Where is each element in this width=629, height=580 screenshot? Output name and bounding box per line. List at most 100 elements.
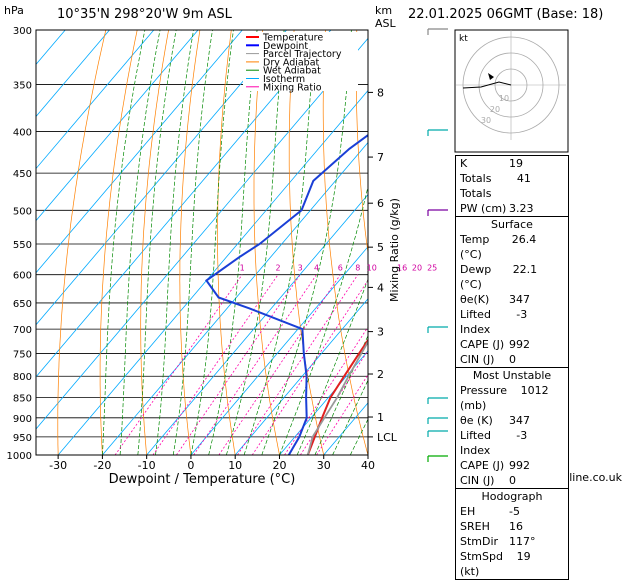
most-unstable-label: Pressure (mb) — [460, 384, 507, 412]
surface-row: Dewp (°C) 22.1 — [456, 262, 568, 292]
dry-adiabat — [322, 30, 368, 455]
isotherm — [36, 30, 332, 378]
index-value: 41 — [516, 172, 531, 185]
legend-item: Dewpoint — [263, 41, 308, 52]
mixing-ratio-label: 16 — [397, 264, 407, 273]
index-row: Totals Totals 41 — [456, 171, 568, 201]
surface-label: Dewp (°C) — [460, 263, 492, 291]
x-tick-label: 10 — [228, 459, 242, 472]
background-lines — [36, 30, 629, 455]
index-row: PW (cm) 3.23 — [456, 201, 568, 216]
surface-row: Lifted Index -3 — [456, 307, 568, 337]
x-tick-label: -30 — [49, 459, 67, 472]
most-unstable-label: θe (K) — [460, 414, 493, 427]
isotherm — [36, 30, 110, 118]
most-unstable-title: Most Unstable — [472, 369, 552, 382]
km-tick-label: 3 — [377, 326, 384, 339]
mixing-ratio-label: 6 — [338, 264, 343, 273]
wet-adiabat — [332, 379, 368, 455]
most-unstable-row: Lifted Index -3 — [456, 428, 568, 458]
wet-adiabat — [155, 30, 194, 455]
legend-item: Wet Adiabat — [263, 66, 321, 77]
km-tick-label: 8 — [377, 86, 384, 99]
plot-frame — [35, 29, 369, 456]
wet-adiabat — [261, 30, 352, 455]
isotherm — [36, 30, 199, 222]
km-tick-label: 4 — [377, 281, 384, 294]
pressure-tick: 600 — [13, 271, 32, 282]
dry-adiabat — [140, 30, 169, 455]
isotherm — [36, 30, 243, 274]
legend-item: Mixing Ratio — [263, 82, 322, 93]
surface-label: Temp (°C) — [460, 233, 490, 261]
isotherm — [36, 30, 155, 170]
pressure-tick: 950 — [13, 433, 32, 444]
datetime-title: 22.01.2025 06GMT (Base: 18) — [408, 7, 603, 22]
dry-adiabat — [253, 30, 280, 455]
dry-adiabat — [576, 30, 629, 455]
hodograph-value: 19 — [516, 550, 531, 563]
index-value: 3.23 — [509, 202, 534, 215]
km-tick-label: 6 — [377, 197, 384, 210]
wet-adiabat — [279, 184, 368, 455]
indices-panel: K 19 Totals Totals 41 PW (cm) 3.23 Surface Tem… — [455, 155, 569, 580]
hodograph-value: 16 — [509, 520, 523, 533]
mixing-ratio-label: 20 — [412, 264, 422, 273]
mixing-ratio-line — [218, 274, 341, 455]
asl-label: ASL — [375, 17, 397, 30]
most-unstable-value: -3 — [516, 429, 528, 442]
x-tick-label: -20 — [93, 459, 111, 472]
hodograph-row: SREH 16 — [456, 519, 568, 534]
wet-adiabat — [172, 30, 213, 455]
mixing-ratio-label: 10 — [367, 264, 377, 273]
hodograph-table-title: Hodograph — [481, 490, 543, 503]
isotherm — [190, 246, 368, 455]
km-tick-label: 2 — [377, 368, 384, 381]
pressure-tick: 550 — [13, 240, 32, 251]
legend-bg — [243, 32, 358, 91]
isotherm — [102, 141, 368, 455]
wet-adiabat — [137, 30, 177, 455]
surface-label: CAPE (J) — [460, 338, 505, 351]
pressure-tick: 1000 — [7, 451, 32, 462]
wet-adiabat — [190, 30, 234, 455]
wet-adiabat — [119, 30, 161, 455]
wet-adiabat — [296, 278, 368, 455]
x-tick-label: -10 — [138, 459, 156, 472]
x-tick-label: 30 — [317, 459, 331, 472]
surface-row: Temp (°C) 26.4 — [456, 232, 568, 262]
km-tick-label: 5 — [377, 241, 384, 254]
index-label: PW (cm) — [460, 202, 507, 215]
wet-adiabat — [102, 30, 146, 455]
pressure-tick: 800 — [13, 372, 32, 383]
dry-adiabat — [355, 30, 368, 256]
surface-value: 22.1 — [512, 263, 538, 276]
hodograph-ring-label: 30 — [481, 116, 491, 125]
isotherm — [234, 298, 368, 455]
most-unstable-label: CIN (J) — [460, 474, 495, 487]
most-unstable-row: CAPE (J) 992 — [456, 458, 568, 473]
index-label: Totals Totals — [460, 172, 492, 200]
mixing-ratio-line — [193, 274, 317, 455]
isotherm — [146, 193, 368, 455]
mixing-ratio-label: 25 — [427, 264, 437, 273]
mixing-ratio-line — [114, 274, 243, 455]
most-unstable-label: CAPE (J) — [460, 459, 505, 472]
axes: 3003504004505005506006507007508008509009… — [7, 26, 438, 472]
surface-value: -3 — [516, 308, 528, 321]
legend-item: Parcel Trajectory — [263, 49, 342, 60]
most-unstable-label: Lifted Index — [460, 429, 491, 457]
location-title: 10°35'N 298°20'W 9m ASL — [57, 7, 233, 22]
hodograph-ring-label: 20 — [490, 105, 500, 114]
hodograph-row: StmDir 117° — [456, 534, 568, 549]
pressure-tick: 400 — [13, 128, 32, 139]
pressure-tick: 900 — [13, 414, 32, 425]
series-dewpoint — [205, 133, 368, 455]
most-unstable-row: Pressure (mb) 1012 — [456, 383, 568, 413]
surface-row: CIN (J) 0 — [456, 352, 568, 367]
dry-adiabat — [608, 30, 629, 455]
mixing-ratio-line — [316, 373, 368, 455]
dry-adiabat — [179, 30, 201, 455]
km-label: km — [375, 4, 392, 17]
